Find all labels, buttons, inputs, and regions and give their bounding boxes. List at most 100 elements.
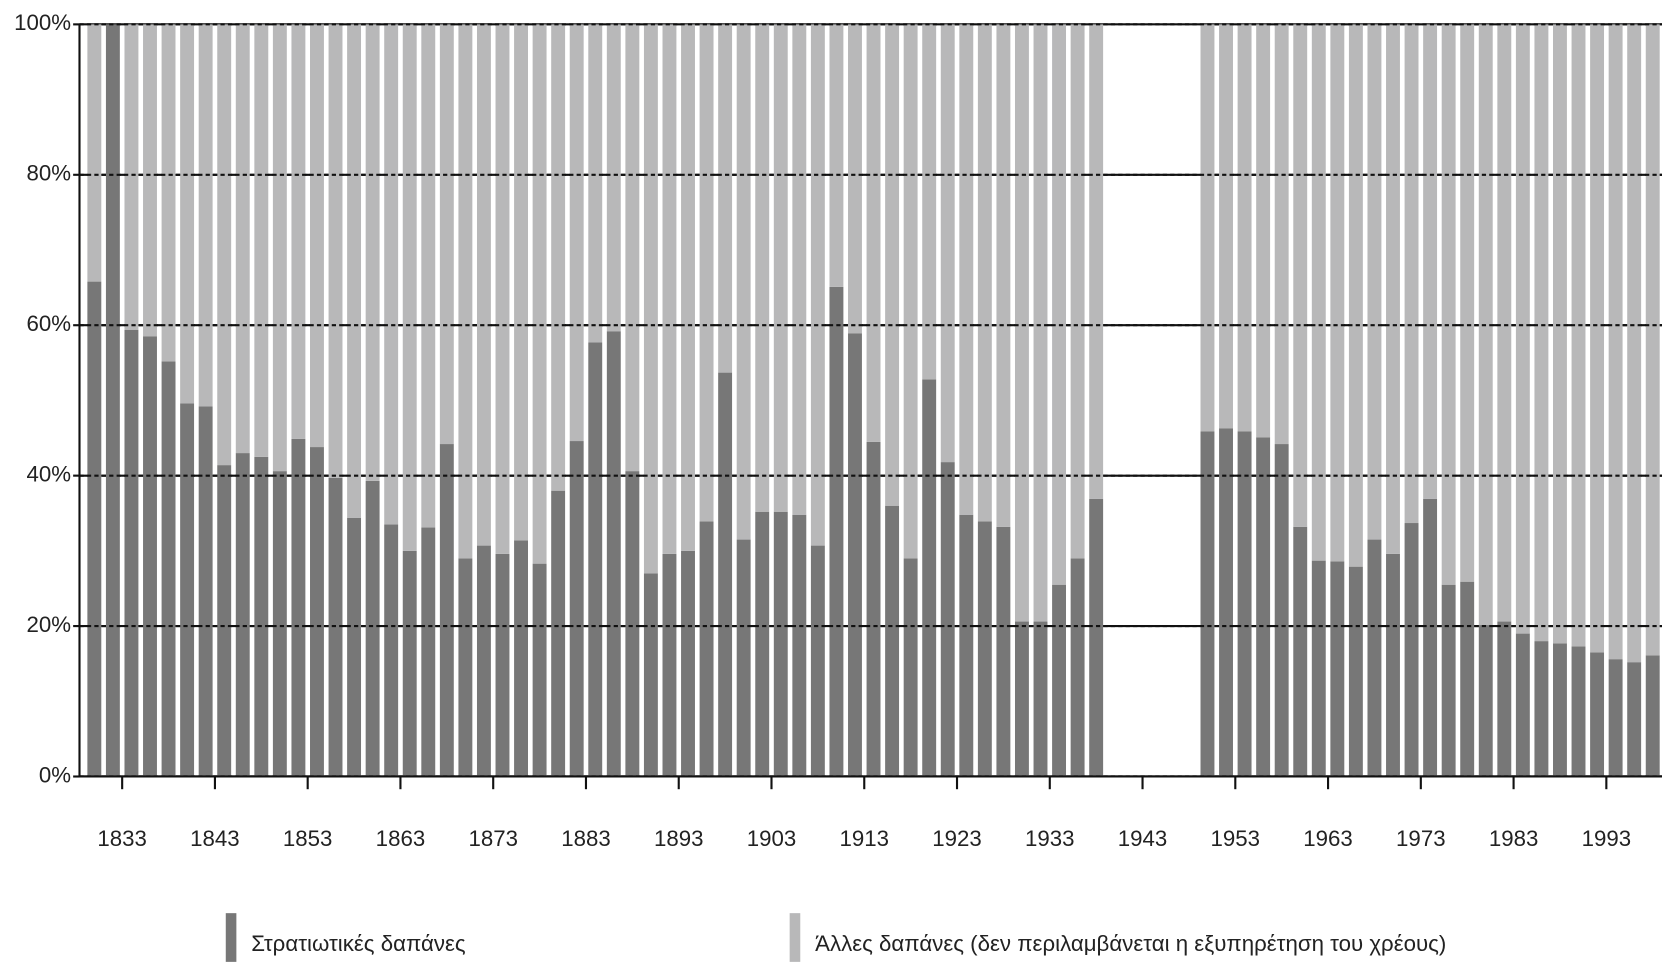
- bar-segment: [1608, 659, 1623, 777]
- bar-segment: [402, 24, 417, 551]
- bar-segment: [143, 336, 157, 777]
- x-tick-label: 1833: [97, 826, 147, 851]
- bar-segment: [977, 521, 992, 777]
- bar-segment: [291, 24, 306, 439]
- bar-segment: [458, 558, 473, 777]
- bar-segment: [1645, 655, 1660, 777]
- bar-segment: [829, 24, 844, 287]
- bar-segment: [495, 553, 510, 777]
- bar-segment: [1478, 625, 1493, 777]
- bar-segment: [662, 24, 677, 554]
- bar-segment: [1014, 24, 1029, 622]
- x-tick-label: 1913: [839, 826, 889, 851]
- bar-segment: [143, 24, 157, 337]
- bar-segment: [310, 447, 324, 777]
- x-tick-label: 1893: [654, 826, 704, 851]
- bar-segment: [1515, 633, 1530, 777]
- bar-segment: [1367, 24, 1382, 540]
- bar-segment: [1237, 24, 1252, 432]
- x-tick-label: 1953: [1211, 826, 1261, 851]
- bar-segment: [1293, 24, 1308, 527]
- bar-segment: [458, 24, 473, 559]
- x-tick-label: 1903: [747, 826, 797, 851]
- bar-segment: [1052, 584, 1067, 777]
- bar-segment: [347, 517, 362, 777]
- x-tick-label: 1883: [561, 826, 611, 851]
- bar-segment: [1293, 526, 1308, 777]
- bar-segment: [922, 379, 937, 777]
- bar-segment: [1274, 444, 1289, 777]
- y-tick-label: 80%: [26, 161, 71, 186]
- bar-segment: [254, 24, 269, 457]
- bar-segment: [124, 329, 139, 777]
- y-tick-label: 100%: [14, 10, 71, 35]
- bar-segment: [625, 471, 640, 777]
- bar-segment: [365, 480, 380, 777]
- x-tick-label: 1843: [190, 826, 240, 851]
- x-tick-label: 1963: [1303, 826, 1353, 851]
- bar-segment: [1590, 24, 1605, 653]
- bar-segment: [532, 24, 547, 564]
- bar-segment: [1311, 24, 1326, 561]
- bar-segment: [87, 281, 102, 777]
- bar-segment: [384, 524, 399, 777]
- bar-segment: [272, 471, 287, 777]
- bar-segment: [476, 24, 491, 546]
- bar-segment: [1256, 24, 1271, 438]
- legend-label: Άλλες δαπάνες (δεν περιλαμβάνεται η εξυπ…: [815, 931, 1446, 956]
- bar-segment: [1497, 24, 1512, 622]
- bar-segment: [1070, 558, 1085, 777]
- bar-segment: [310, 24, 324, 448]
- bar-segment: [996, 526, 1011, 777]
- bar-segment: [551, 24, 566, 491]
- bar-segment: [792, 24, 807, 515]
- bar-segment: [1515, 24, 1530, 634]
- bar-segment: [1497, 621, 1512, 777]
- bar-segment: [829, 286, 844, 777]
- bar-segment: [1348, 24, 1363, 567]
- bar-segment: [217, 465, 232, 777]
- legend-label: Στρατιωτικές δαπάνες: [251, 931, 466, 956]
- bar-segment: [959, 24, 974, 515]
- bar-segment: [514, 24, 528, 541]
- bar-segment: [792, 514, 807, 777]
- bar-segment: [1553, 643, 1567, 777]
- bar-segment: [569, 24, 584, 442]
- y-tick-label: 0%: [39, 762, 71, 787]
- bar-segment: [922, 24, 937, 380]
- y-tick-label: 60%: [26, 311, 71, 336]
- bar-segment: [1070, 24, 1085, 559]
- bar-segment: [588, 342, 603, 777]
- bar-segment: [1423, 498, 1438, 777]
- bar-segment: [198, 406, 213, 777]
- y-tick-label: 20%: [26, 612, 71, 637]
- bar-segment: [1014, 621, 1029, 777]
- x-tick-label: 1863: [376, 826, 426, 851]
- bar-segment: [180, 24, 195, 404]
- bar-segment: [235, 453, 250, 777]
- bar-segment: [272, 24, 287, 472]
- bar-segment: [1404, 24, 1419, 524]
- bar-segment: [161, 24, 176, 362]
- bar-segment: [1553, 24, 1567, 644]
- bar-segment: [848, 24, 862, 334]
- bar-segment: [1089, 498, 1104, 777]
- bar-segment: [1590, 652, 1605, 777]
- bar-segment: [1033, 621, 1048, 777]
- x-tick-label: 1853: [283, 826, 333, 851]
- bar-segment: [718, 24, 733, 373]
- bar-segment: [198, 24, 213, 407]
- bar-segment: [421, 527, 436, 777]
- bar-segment: [124, 24, 139, 330]
- bar-segment: [810, 545, 825, 777]
- bar-segment: [514, 540, 528, 777]
- bar-segment: [977, 24, 992, 522]
- bar-segment: [1534, 24, 1549, 642]
- bar-segment: [347, 24, 362, 518]
- bar-segment: [1386, 24, 1400, 554]
- bar-segment: [1460, 581, 1475, 777]
- x-tick-label: 1943: [1118, 826, 1168, 851]
- bar-segment: [476, 545, 491, 777]
- bar-segment: [1608, 24, 1623, 660]
